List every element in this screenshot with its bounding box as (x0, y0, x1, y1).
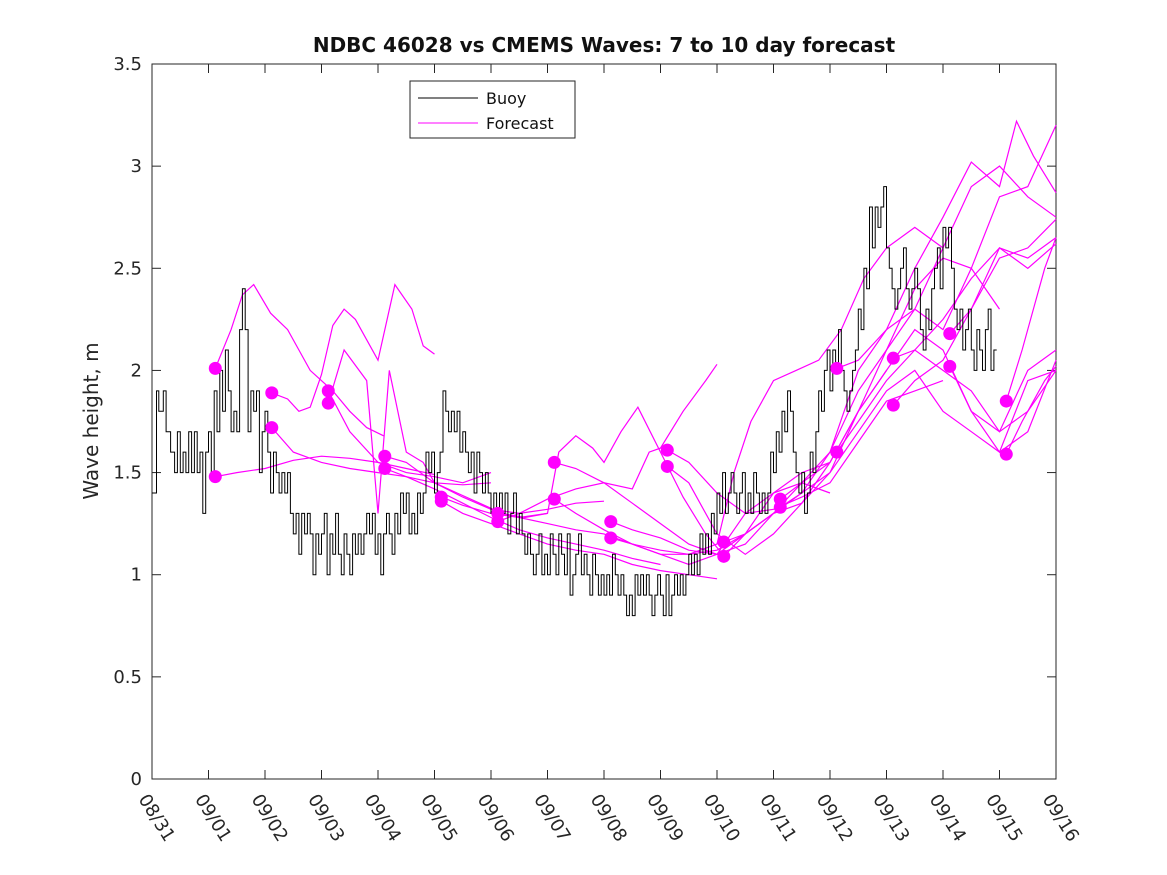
forecast-line (893, 349, 1057, 433)
y-tick-label: 2 (131, 360, 142, 381)
forecast-line (441, 406, 724, 555)
y-tick-label: 1 (131, 565, 142, 586)
forecast-marker (943, 327, 957, 341)
x-tick-label: 09/13 (868, 791, 913, 846)
x-tick-label: 09/14 (925, 791, 970, 846)
forecast-line (553, 461, 831, 566)
x-tick-label: 09/07 (529, 791, 574, 846)
forecast-line (779, 125, 1057, 500)
forecast-line (667, 380, 944, 515)
chart-title: NDBC 46028 vs CMEMS Waves: 7 to 10 day f… (313, 33, 896, 57)
forecast-line (441, 500, 718, 580)
forecast-marker (999, 447, 1013, 461)
buoy-line (152, 186, 997, 617)
forecast-marker (943, 359, 957, 373)
forecast-marker (660, 459, 674, 473)
x-tick-label: 09/09 (642, 791, 687, 846)
y-tick-label: 0 (131, 769, 142, 790)
y-tick-label: 3.5 (113, 54, 142, 75)
forecast-line (1005, 365, 1057, 455)
forecast-marker (547, 492, 561, 506)
forecast-line (497, 363, 718, 523)
forecast-line (610, 370, 887, 555)
forecast-marker (660, 443, 674, 457)
y-tick-label: 0.5 (113, 667, 142, 688)
forecast-marker (434, 494, 448, 508)
legend-forecast-label: Forecast (486, 114, 554, 133)
forecast-line (836, 243, 1057, 453)
x-tick-label: 09/11 (755, 791, 800, 846)
forecast-line (554, 461, 831, 555)
forecast-marker (717, 535, 731, 549)
forecast-line (214, 283, 384, 437)
forecast-line (836, 119, 1057, 369)
forecast-marker (321, 396, 335, 410)
forecast-marker (491, 515, 505, 529)
forecast-marker (999, 394, 1013, 408)
forecast-marker (547, 455, 561, 469)
forecast-marker (378, 461, 392, 475)
forecast-marker (830, 361, 844, 375)
forecast-marker (265, 386, 279, 400)
forecast-line (779, 359, 1057, 508)
forecast-marker (830, 445, 844, 459)
forecast-marker (886, 351, 900, 365)
legend-box (409, 80, 576, 139)
y-axis-label: Wave height, m (79, 342, 103, 499)
forecast-marker (604, 515, 618, 529)
x-tick-label: 09/10 (699, 791, 744, 846)
forecast-line (327, 390, 492, 484)
legend-buoy-label: Buoy (486, 89, 526, 108)
forecast-marker (321, 384, 335, 398)
x-tick-label: 09/01 (190, 791, 235, 846)
forecast-marker (378, 449, 392, 463)
forecast-line (215, 455, 435, 478)
x-tick-label: 09/08 (586, 791, 631, 846)
x-tick-label: 09/04 (360, 791, 405, 846)
forecast-marker (717, 549, 731, 563)
legend: Buoy Forecast (409, 80, 576, 139)
forecast-line (949, 237, 1057, 335)
x-tick-label: 09/16 (1038, 791, 1083, 846)
x-tick-label: 09/06 (473, 791, 518, 846)
x-tick-label: 09/15 (981, 791, 1026, 846)
y-tick-label: 1.5 (113, 463, 142, 484)
x-tick-label: 09/05 (416, 791, 461, 846)
forecast-line (892, 218, 1057, 406)
forecast-line (949, 366, 1057, 454)
y-tick-label: 2.5 (113, 258, 142, 279)
forecast-marker (604, 531, 618, 545)
forecast-marker (265, 421, 279, 435)
x-tick-label: 09/12 (812, 791, 857, 846)
plot-area: 0 0.5 1 1.5 2 2.5 3 3.5 08/31 09/01 09/02 09/03 09/0… (113, 54, 1083, 846)
forecast-line (1005, 237, 1057, 402)
forecast-marker (773, 500, 787, 514)
y-tick-label: 3 (131, 156, 142, 177)
forecast-marker (886, 398, 900, 412)
forecast-line (610, 226, 944, 555)
forecast-marker (208, 470, 222, 484)
forecast-marker (208, 361, 222, 375)
forecast-line (271, 427, 492, 486)
x-tick-label: 08/31 (134, 791, 179, 846)
axes-frame (151, 63, 1057, 780)
forecast-line (271, 283, 435, 413)
x-tick-label: 09/03 (303, 791, 348, 846)
x-tick-label: 09/02 (247, 791, 292, 846)
